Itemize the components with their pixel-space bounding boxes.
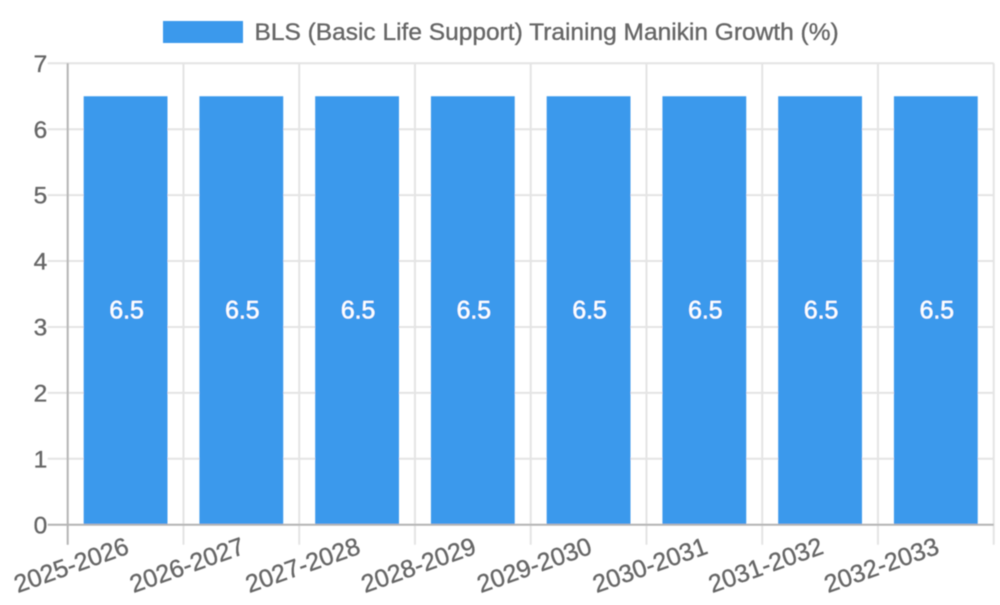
svg-text:6.5: 6.5 xyxy=(457,297,491,324)
svg-text:7: 7 xyxy=(34,51,48,78)
svg-text:4: 4 xyxy=(34,249,48,276)
svg-text:6: 6 xyxy=(34,117,48,144)
svg-text:6.5: 6.5 xyxy=(920,297,954,324)
svg-text:1: 1 xyxy=(34,446,48,473)
svg-text:BLS (Basic Life Support) Train: BLS (Basic Life Support) Training Maniki… xyxy=(255,19,839,46)
svg-text:5: 5 xyxy=(34,183,48,210)
svg-text:2: 2 xyxy=(34,380,48,407)
svg-text:6.5: 6.5 xyxy=(225,297,259,324)
svg-text:6.5: 6.5 xyxy=(804,297,838,324)
svg-text:3: 3 xyxy=(34,315,48,342)
svg-text:6.5: 6.5 xyxy=(688,297,722,324)
svg-text:6.5: 6.5 xyxy=(109,297,143,324)
svg-text:6.5: 6.5 xyxy=(341,297,375,324)
svg-text:0: 0 xyxy=(34,512,48,539)
svg-text:6.5: 6.5 xyxy=(572,297,606,324)
